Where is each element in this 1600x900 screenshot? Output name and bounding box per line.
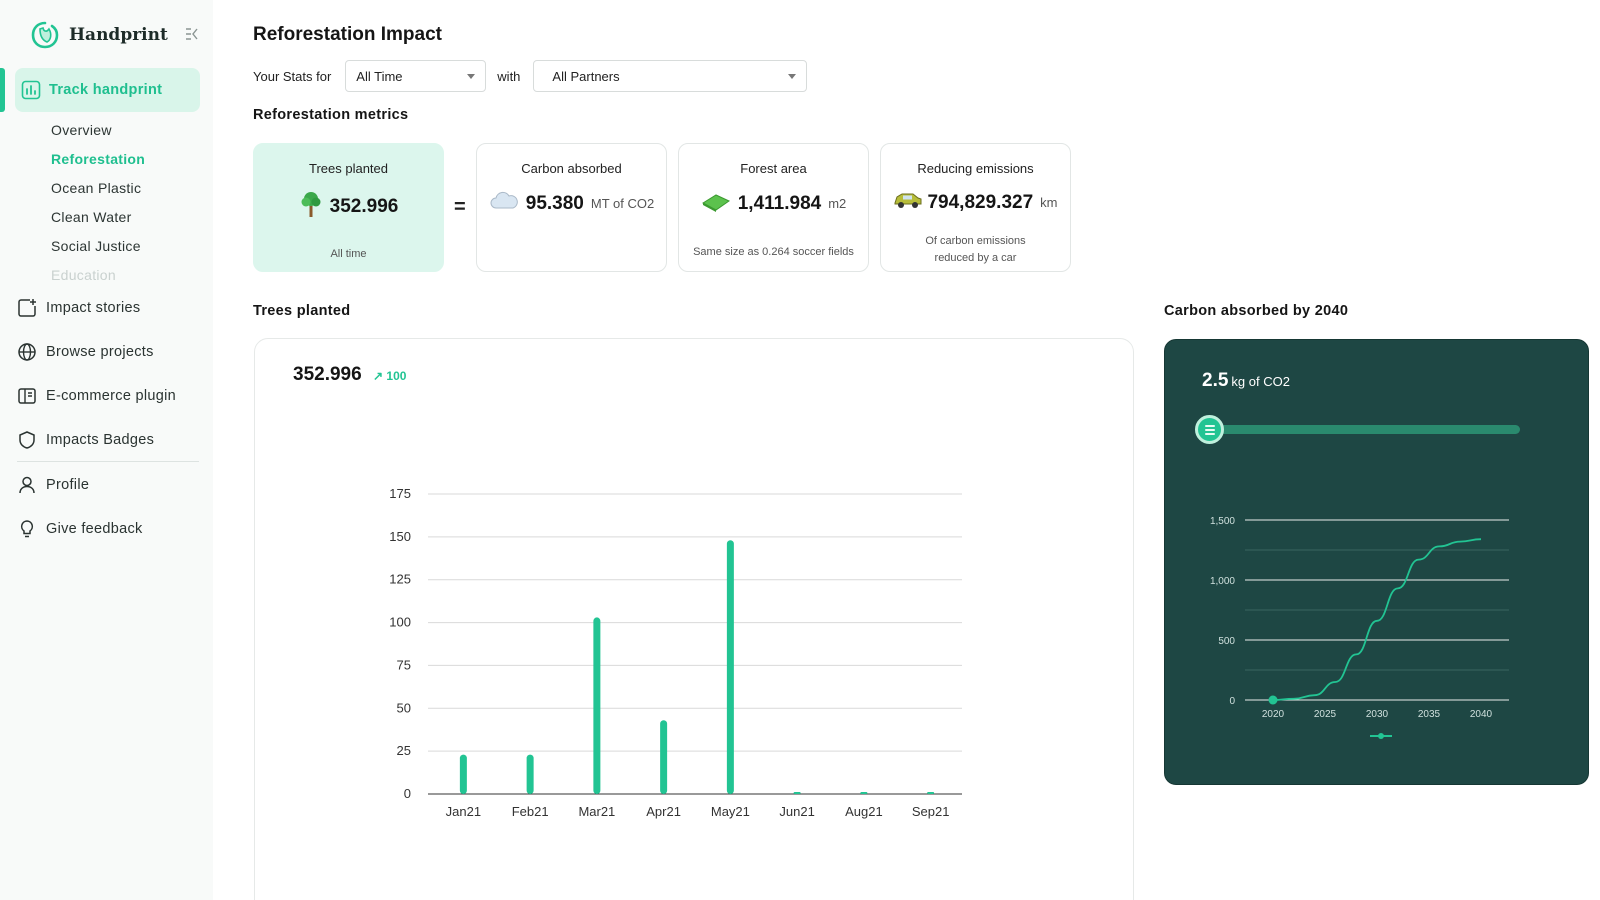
equals-sign: = xyxy=(454,196,466,218)
chevron-down-icon xyxy=(467,74,476,79)
nav-track-handprint-label: Track handprint xyxy=(49,82,163,98)
nav-track-handprint[interactable]: Track handprint xyxy=(15,68,200,112)
metric-forest-note: Same size as 0.264 soccer fields xyxy=(693,246,854,258)
carbon-chart-title: Carbon absorbed by 2040 xyxy=(1164,303,1349,319)
nav-impacts-badges-label: Impacts Badges xyxy=(46,432,155,448)
period-select-value: All Time xyxy=(356,68,403,84)
trees-total-value: 352.996 xyxy=(293,364,362,385)
metric-emissions-title: Reducing emissions xyxy=(917,161,1034,176)
period-select[interactable]: All Time xyxy=(345,60,487,92)
nav-impact-stories-label: Impact stories xyxy=(46,300,141,316)
plugin-icon xyxy=(17,386,37,406)
carbon-projection-unit: kg of CO2 xyxy=(1231,374,1290,389)
metric-carbon-value: 95.380 xyxy=(525,192,584,214)
subnav-social-justice[interactable]: Social Justice xyxy=(51,238,141,254)
brand-name: Handprint xyxy=(69,25,168,45)
subnav: Overview Reforestation Ocean Plastic Cle… xyxy=(51,116,145,290)
nav-browse-projects[interactable]: Browse projects xyxy=(17,342,154,362)
brand-logo[interactable]: Handprint xyxy=(30,20,168,50)
chevron-down-icon xyxy=(788,74,797,79)
metric-trees-planted: Trees planted 352.996 All time xyxy=(253,143,444,272)
partner-select[interactable]: All Partners xyxy=(533,60,808,92)
metric-forest-title: Forest area xyxy=(740,161,807,176)
stats-for-label: Your Stats for xyxy=(253,68,332,84)
subnav-reforestation[interactable]: Reforestation xyxy=(51,151,146,167)
subnav-ocean-plastic[interactable]: Ocean Plastic xyxy=(51,180,142,196)
nav-give-feedback-label: Give feedback xyxy=(46,521,143,537)
metrics-section-title: Reforestation metrics xyxy=(253,107,409,123)
globe-icon xyxy=(17,342,37,362)
impact-stories-icon xyxy=(17,298,37,318)
nav-impact-stories[interactable]: Impact stories xyxy=(17,298,140,318)
sidebar: Handprint Track handprint Overview Refor… xyxy=(0,0,213,900)
tree-icon xyxy=(299,190,323,223)
cloud-icon xyxy=(489,190,519,217)
metric-carbon-absorbed: Carbon absorbed 95.380 MT of CO2 xyxy=(476,143,667,272)
handprint-logo-icon xyxy=(31,21,59,49)
nav-browse-projects-label: Browse projects xyxy=(46,344,154,360)
metric-emissions-unit: km xyxy=(1040,195,1058,210)
nav-ecommerce-plugin[interactable]: E-commerce plugin xyxy=(17,386,176,406)
subnav-overview[interactable]: Overview xyxy=(51,122,112,138)
nav-divider xyxy=(17,461,199,462)
subnav-education[interactable]: Education xyxy=(51,267,116,283)
metric-trees-value: 352.996 xyxy=(329,195,399,217)
active-indicator xyxy=(0,68,5,112)
shield-icon xyxy=(17,430,37,450)
metric-emissions-value: 794,829.327 xyxy=(927,191,1034,213)
metric-forest-area: Forest area 1,411.984 m2 Same size as 0.… xyxy=(678,143,869,272)
carbon-projection-readout: 2.5 kg of CO2 xyxy=(1202,370,1290,392)
carbon-chart-card xyxy=(1164,339,1589,785)
nav-ecommerce-plugin-label: E-commerce plugin xyxy=(46,388,177,404)
stats-filter-row: Your Stats for All Time with All Partner… xyxy=(253,60,808,92)
metric-carbon-unit: MT of CO2 xyxy=(590,196,655,211)
with-label: with xyxy=(497,68,521,84)
subnav-clean-water[interactable]: Clean Water xyxy=(51,209,132,225)
trees-chart-card xyxy=(254,338,1134,900)
user-icon xyxy=(17,475,37,495)
grass-icon xyxy=(701,190,731,217)
nav-profile-label: Profile xyxy=(46,477,90,493)
page-title: Reforestation Impact xyxy=(253,24,442,45)
metric-emissions-note-2: reduced by a car xyxy=(934,252,1017,264)
collapse-sidebar-icon[interactable] xyxy=(185,27,199,44)
trees-chart-title: Trees planted xyxy=(253,303,351,319)
year-slider-handle[interactable] xyxy=(1195,415,1224,444)
lightbulb-icon xyxy=(17,519,37,539)
car-icon xyxy=(893,190,923,215)
metric-forest-unit: m2 xyxy=(828,196,847,211)
nav-profile[interactable]: Profile xyxy=(17,475,89,495)
partner-select-value: All Partners xyxy=(552,68,620,84)
metric-emissions-note-1: Of carbon emissions xyxy=(925,235,1026,247)
metric-trees-note: All time xyxy=(330,248,367,260)
year-slider-track[interactable] xyxy=(1212,425,1520,434)
metric-forest-value: 1,411.984 xyxy=(737,192,822,214)
metric-reducing-emissions: Reducing emissions 794,829.327 km Of car… xyxy=(880,143,1071,272)
metric-carbon-title: Carbon absorbed xyxy=(521,161,622,176)
nav-give-feedback[interactable]: Give feedback xyxy=(17,519,143,539)
metric-trees-title: Trees planted xyxy=(308,161,388,176)
bar-chart-icon xyxy=(21,80,41,100)
nav-impacts-badges[interactable]: Impacts Badges xyxy=(17,430,154,450)
trees-delta: ↗ 100 xyxy=(373,369,407,383)
carbon-projection-value: 2.5 xyxy=(1202,370,1229,391)
